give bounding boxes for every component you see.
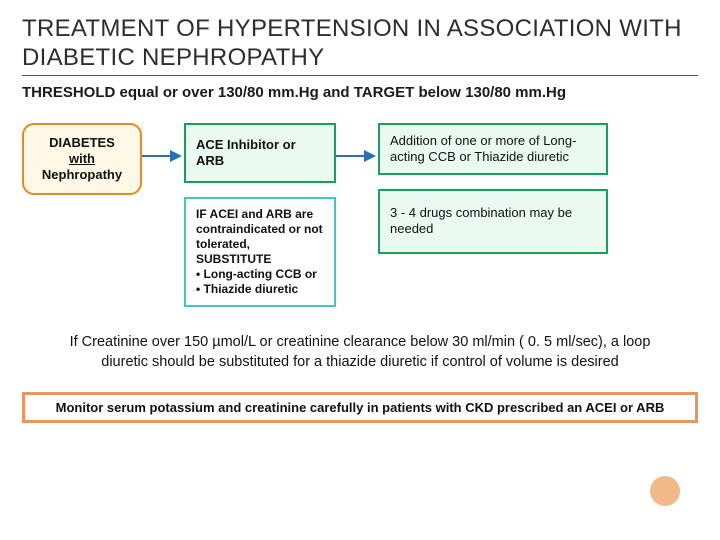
substitute-box: IF ACEI and ARB are contraindicated or n… <box>184 197 336 307</box>
start-box: DIABETES with Nephropathy <box>22 123 142 196</box>
step2-column: ACE Inhibitor or ARB IF ACEI and ARB are… <box>184 123 336 308</box>
start-line2: with <box>30 151 134 167</box>
arrow-icon <box>336 145 378 167</box>
combo-box: 3 - 4 drugs combination may be needed <box>378 189 608 254</box>
addition-box: Addition of one or more of Long-acting C… <box>378 123 608 176</box>
monitor-bar: Monitor serum potassium and creatinine c… <box>22 392 698 423</box>
arrow-icon <box>142 145 184 167</box>
creatinine-note: If Creatinine over 150 µmol/L or creatin… <box>22 333 698 372</box>
treatment-flow: DIABETES with Nephropathy ACE Inhibitor … <box>22 123 698 308</box>
start-line3: Nephropathy <box>30 167 134 183</box>
step3-column: Addition of one or more of Long-acting C… <box>378 123 608 254</box>
start-line1: DIABETES <box>30 135 134 151</box>
decorative-dot-icon <box>650 476 680 506</box>
slide-title: TREATMENT OF HYPERTENSION IN ASSOCIATION… <box>22 14 698 76</box>
ace-arb-box: ACE Inhibitor or ARB <box>184 123 336 184</box>
threshold-subtitle: THRESHOLD equal or over 130/80 mm.Hg and… <box>22 84 698 101</box>
